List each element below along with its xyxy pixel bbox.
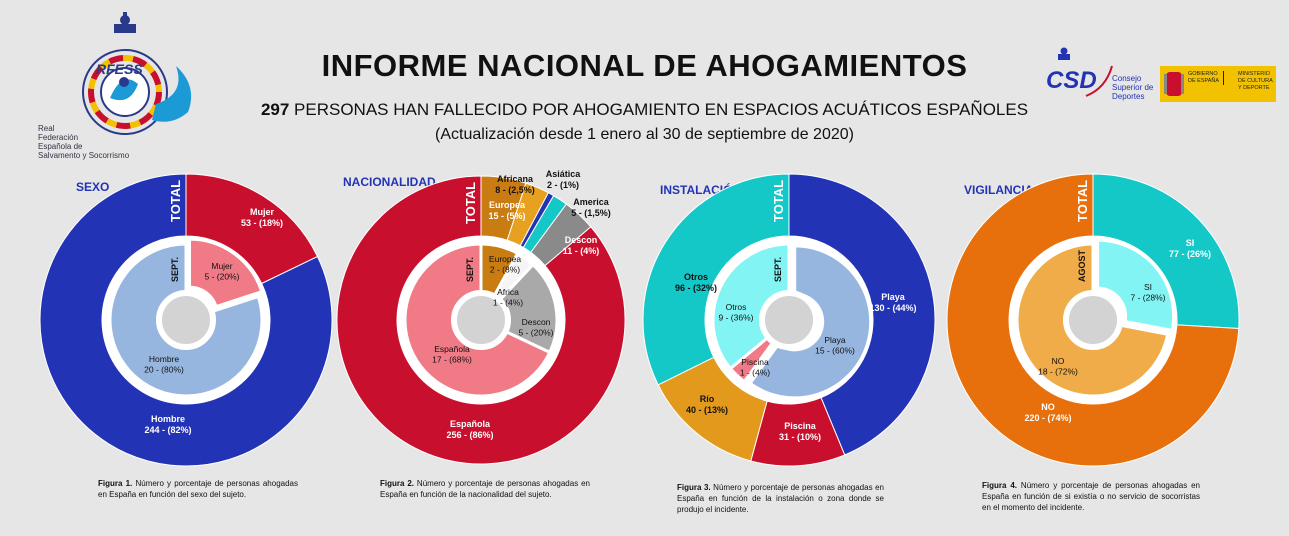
caption-number: Figura 1. [98,479,133,488]
outer-slice-playa [788,173,936,456]
inner-label-espanola: Española 17 - (68%) [432,344,472,365]
chart-title-nacionalidad: NACIONALIDAD [343,175,436,189]
caption-text: Número y porcentaje de personas ahogadas… [98,479,298,499]
rfess-logo: RFESS [82,12,192,135]
rfess-name-line: Real [38,124,55,133]
gov-left-text: GOBIERNO DE ESPAÑA [1188,71,1225,85]
caption-number: Figura 3. [677,483,711,492]
outer-slice-no [946,173,1240,467]
donut-hole [759,290,819,350]
rfess-name-line: Salvamento y Socorrismo [38,151,130,160]
inner-label-descon: Descon 5 - (20%) [519,317,554,338]
subtitle-count: 297 [260,100,290,119]
wave-icon [152,66,192,122]
inner-label-africa: Africa 1 - (4%) [493,287,523,308]
outer-label-america: America 5 - (1,5%) [571,197,611,218]
csd-name-line: Consejo [1112,74,1142,83]
outer-slice-espanola [336,175,626,465]
chart-instalacion: TOTAL SEPT. Playa 130 - (44%) Piscina 31 - (1… [642,173,936,467]
caption-figure-2: Figura 2. Número y porcentaje de persona… [380,478,590,500]
chart-vigilancia: TOTAL AGOST SI 77 - (26%) NO 220 - (74%) SI 7 -… [946,173,1240,467]
outer-label-playa: Playa 130 - (44%) [869,292,916,313]
outer-label-espanola: Española 256 - (86%) [446,419,493,440]
outer-label-rio: Río 40 - (13%) [686,394,728,415]
crown-icon [1058,47,1070,60]
chart-nacionalidad: TOTAL SEPT. Europea 15 - (5%) Africana 8 - (2… [336,169,626,465]
outer-label-no: NO 220 - (74%) [1024,402,1071,423]
caption-figure-1: Figura 1. Número y porcentaje de persona… [98,478,298,500]
outer-slice-si [1092,173,1240,330]
inner-ring-label: AGOST [1077,249,1087,282]
chart-title-sexo: SEXO [76,180,110,194]
outer-label-hombre: Hombre 244 - (82%) [144,414,191,435]
inner-ring-label: SEPT. [465,257,475,282]
inner-label-otros: Otros 9 - (36%) [719,302,754,323]
outer-label-piscina: Piscina 31 - (10%) [779,421,821,442]
inner-label-piscina: Piscina 1 - (4%) [740,357,770,378]
outer-label-africana: Africana 8 - (2,5%) [495,174,535,195]
outer-slice-hombre [39,173,333,467]
inner-label-mujer: Mujer 5 - (20%) [205,261,240,282]
outer-label-si: SI 77 - (26%) [1169,238,1211,259]
inner-label-europea: Europea 2 - (8%) [489,254,521,275]
donut-hole [451,290,511,350]
inner-slice-si [1096,238,1176,333]
outer-label-europea: Europea 15 - (5%) [488,200,526,221]
caption-number: Figura 2. [380,479,415,488]
inner-ring-label: SEPT. [170,257,180,282]
gov-right-text: MINISTERIO DE CULTURA Y DEPORTE [1238,71,1273,92]
coat-of-arms-icon [1164,72,1184,96]
inner-label-hombre: Hombre 20 - (80%) [144,354,184,375]
outer-slice-otros [642,173,790,386]
inner-slice-playa [747,244,873,400]
caption-text: Número y porcentaje de personas ahogadas… [677,483,884,514]
update-note: (Actualización desde 1 enero al 30 de se… [435,126,854,143]
subtitle-text: PERSONAS HAN FALLECIDO POR AHOGAMIENTO E… [289,100,1029,119]
rfess-mark: RFESS [96,61,143,77]
inner-slice-mujer [188,237,264,309]
caption-text: Número y porcentaje de personas ahogadas… [982,481,1200,512]
page-subtitle: 297 PERSONAS HAN FALLECIDO POR AHOGAMIEN… [0,100,1289,120]
inner-label-si: SI 7 - (28%) [1131,282,1166,303]
inner-label-playa: Playa 15 - (60%) [815,335,855,356]
outer-label-asiatica: Asiática 2 - (1%) [546,169,582,190]
outer-label-mujer: Mujer 53 - (18%) [241,207,283,228]
rfess-name-line: Española de [38,142,83,151]
gov-right-line: Y DEPORTE [1238,85,1270,91]
inner-ring-label: SEPT. [773,257,783,282]
inner-label-no: NO 18 - (72%) [1038,356,1078,377]
swoosh-icon [1085,65,1113,97]
csd-logo: CSD [1046,47,1113,97]
chart-sexo: TOTAL SEPT. Mujer 53 - (18%) Hombre 244 - (82… [39,173,333,467]
csd-name-line: Deportes [1112,92,1145,101]
government-logo: GOBIERNO DE ESPAÑA MINISTERIO DE CULTURA… [1160,66,1276,102]
outer-label-otros: Otros 96 - (32%) [675,272,717,293]
csd-name: Consejo Superior de Deportes [1112,74,1153,101]
outer-ring-label: TOTAL [168,180,183,222]
csd-name-line: Superior de [1112,83,1154,92]
caption-figure-3: Figura 3. Número y porcentaje de persona… [677,482,884,515]
gov-left-line: GOBIERNO [1188,71,1218,77]
lifebuoy-icon [82,49,168,135]
donut-hole [156,290,216,350]
outer-label-descon: Descon 11 - (4%) [563,235,600,256]
donut-hole [1063,290,1123,350]
chart-title-vigilancia: VIGILANCIA [964,183,1034,197]
csd-mark: CSD [1046,67,1097,94]
caption-number: Figura 4. [982,481,1018,490]
gov-right-line: DE CULTURA [1238,78,1273,84]
outer-ring-label: TOTAL [463,182,478,224]
rfess-name: Real Federación Española de Salvamento y… [38,124,129,160]
crown-icon [114,12,136,33]
caption-text: Número y porcentaje de personas ahogadas… [380,479,590,499]
gov-left-line: DE ESPAÑA [1188,78,1220,84]
outer-ring-label: TOTAL [1075,180,1090,222]
gov-right-line: MINISTERIO [1238,71,1271,77]
caption-figure-4: Figura 4. Número y porcentaje de persona… [982,480,1200,513]
outer-ring-label: TOTAL [771,180,786,222]
rfess-name-line: Federación [38,133,79,142]
page-title: INFORME NACIONAL DE AHOGAMIENTOS [321,48,968,83]
